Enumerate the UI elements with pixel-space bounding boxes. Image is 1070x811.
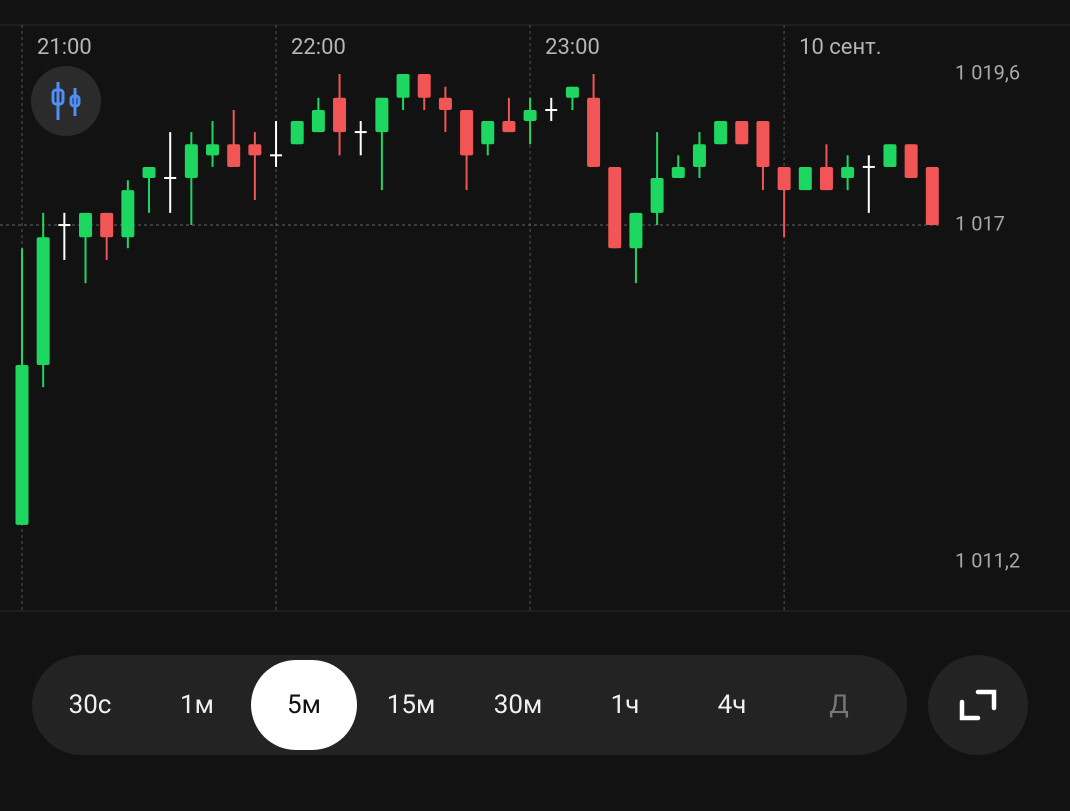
candle-body (184, 144, 198, 178)
timeframe-option[interactable]: 30с (69, 690, 112, 720)
timeframe-label: 1ч (611, 690, 640, 720)
candle-body (735, 121, 749, 145)
timeframe-label: 5м (287, 690, 321, 720)
candle-body (142, 166, 156, 178)
candle-body (587, 97, 601, 167)
candle-body (819, 166, 833, 191)
candle-body (121, 190, 135, 238)
expand-icon (959, 689, 997, 721)
y-tick-label: 1 017 (955, 211, 1005, 235)
candle-body (565, 86, 579, 98)
candle-body (756, 121, 770, 167)
timeframe-option[interactable]: 1ч (611, 690, 640, 720)
candle-body (502, 121, 516, 133)
timeframe-option[interactable]: 15м (387, 690, 436, 720)
indicator-button[interactable] (31, 66, 101, 136)
candle-body (608, 166, 622, 249)
candle-body (883, 144, 897, 167)
candle-body (417, 73, 431, 98)
button-bg (928, 655, 1028, 755)
candle-body (290, 121, 304, 145)
x-tick-label: 23:00 (545, 35, 600, 60)
candle-body (692, 144, 706, 167)
candle-body (396, 73, 410, 98)
timeframe-option[interactable]: 4ч (718, 690, 747, 720)
candle-body (311, 110, 325, 133)
candle-body (375, 97, 389, 133)
candle-body (15, 365, 29, 525)
candle-body (460, 110, 474, 156)
timeframe-label: 1м (180, 690, 214, 720)
x-tick-label: 10 сент. (799, 35, 881, 60)
candle-body (650, 177, 664, 213)
candle-body (629, 212, 643, 249)
button-bg (31, 66, 101, 136)
candle-body (79, 212, 93, 238)
fullscreen-button[interactable] (928, 655, 1028, 755)
candle-body (841, 166, 855, 178)
candle-body (438, 97, 452, 111)
timeframe-label: 30м (494, 690, 543, 720)
candle-body (714, 121, 728, 145)
y-tick-label: 1 011,2 (955, 548, 1020, 572)
y-tick-label: 1 019,6 (955, 60, 1020, 84)
candle-body (671, 166, 685, 178)
indicator-icon (51, 82, 81, 120)
candle-body (925, 166, 939, 226)
candle-body (798, 166, 812, 191)
x-tick-label: 22:00 (291, 35, 346, 60)
candle-body (481, 121, 495, 145)
timeframe-label: Д (829, 690, 849, 720)
timeframe-label: 4ч (718, 690, 747, 720)
candle-body (333, 97, 347, 133)
timeframe-bar (32, 655, 907, 755)
candle-body (248, 144, 262, 156)
candle-body (904, 144, 918, 178)
candle-body (777, 166, 791, 191)
timeframe-option[interactable]: 5м (251, 660, 357, 750)
candle-body (100, 212, 114, 238)
timeframe-option[interactable]: Д (829, 690, 849, 720)
candle-body (523, 110, 537, 122)
candle-body (227, 144, 241, 167)
timeframe-option[interactable]: 30м (494, 690, 543, 720)
selected-pill (251, 660, 357, 750)
timeframe-option[interactable]: 1м (180, 690, 214, 720)
candle-body (36, 237, 50, 366)
timeframe-label: 15м (387, 690, 436, 720)
candle-body (206, 144, 220, 156)
timeframe-label: 30с (69, 690, 112, 720)
x-tick-label: 21:00 (37, 35, 92, 60)
